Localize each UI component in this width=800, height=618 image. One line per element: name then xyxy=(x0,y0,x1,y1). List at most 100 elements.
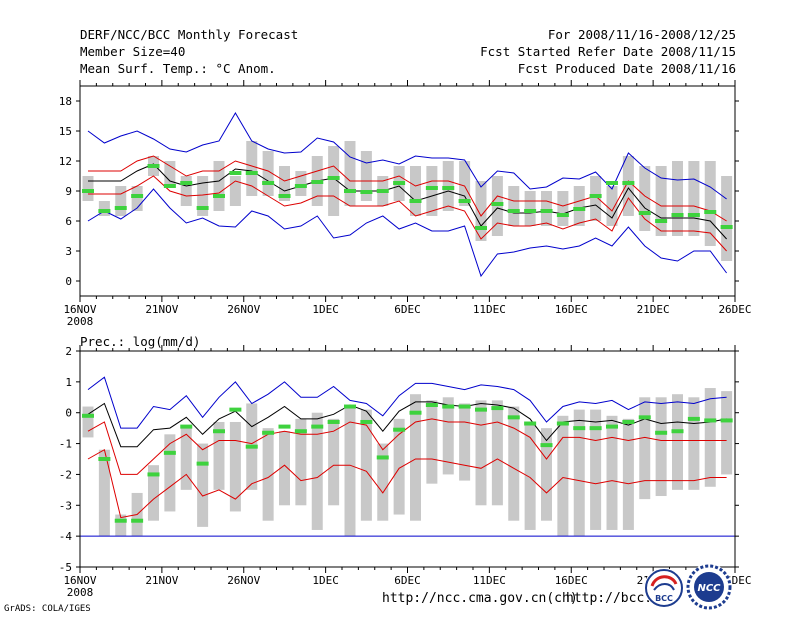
precip-median-mark xyxy=(376,455,389,460)
precip-median-mark xyxy=(720,418,733,423)
temp-median-mark xyxy=(524,209,537,213)
bcc-logo-icon: BCC xyxy=(645,569,683,607)
precip-ytick-label: -2 xyxy=(59,468,72,481)
temp-series-min xyxy=(87,188,728,278)
temp-xtick-sublabel: 2008 xyxy=(67,315,94,328)
precip-series-mean xyxy=(87,401,727,448)
temp-range-bar xyxy=(573,186,585,226)
precip-ytick-label: -1 xyxy=(59,438,72,451)
precip-range-bar xyxy=(524,421,536,530)
temp-range-bar xyxy=(541,191,552,226)
precip-range-bar xyxy=(606,415,618,530)
temp-range-bar xyxy=(524,191,536,226)
precip-median-mark xyxy=(671,429,684,434)
temp-range-bar xyxy=(98,201,110,216)
temp-median-mark xyxy=(556,213,569,217)
precip-range-bar xyxy=(491,400,503,506)
precip-lines xyxy=(80,376,735,537)
temp-median-mark xyxy=(720,225,733,229)
precip-xtick-label: 6DEC xyxy=(394,574,421,587)
precip-range-bar xyxy=(721,391,733,475)
temp-median-mark xyxy=(458,199,471,203)
temp-series-upper xyxy=(88,155,727,222)
temp-range-bar xyxy=(426,166,438,216)
precip-xtick-label: 16NOV xyxy=(63,574,96,587)
temp-median-mark xyxy=(409,199,422,203)
precip-median-mark xyxy=(458,404,471,409)
precip-median-mark xyxy=(360,419,373,424)
precip-median-mark xyxy=(278,424,291,429)
precip-range-bar xyxy=(311,412,323,530)
temp-median-mark xyxy=(540,209,553,213)
temp-range-bar xyxy=(82,176,94,201)
temp-range-bar xyxy=(213,161,225,211)
temp-range-bar xyxy=(557,191,569,226)
precip-median-mark xyxy=(491,406,504,411)
temp-median-mark xyxy=(262,181,275,185)
temp-median-mark xyxy=(180,181,193,185)
temp-range-bar xyxy=(131,186,143,211)
temp-xtick-label: 26DEC xyxy=(718,303,751,316)
precip-range-bar xyxy=(475,400,487,506)
forecast-period: For 2008/11/16-2008/12/25 xyxy=(547,27,736,42)
precip-range-bar xyxy=(229,421,241,512)
precip-range-bar xyxy=(508,406,520,521)
temp-range-bar xyxy=(704,161,716,246)
precip-range-bar xyxy=(279,431,290,506)
precip-median-mark xyxy=(655,430,668,435)
temp-range-bar xyxy=(688,161,700,236)
temp-median-mark xyxy=(114,206,127,210)
started-refer-date: Fcst Started Refer Date 2008/11/15 xyxy=(480,44,736,59)
temp-range-bar xyxy=(262,151,274,196)
precip-range-bar xyxy=(377,443,389,521)
temp-series-mean xyxy=(88,163,727,240)
precip-ytick-label: -5 xyxy=(59,561,72,574)
temp-median-mark xyxy=(687,213,700,217)
temp-median-mark xyxy=(360,190,373,194)
produced-date: Fcst Produced Date 2008/11/16 xyxy=(517,61,736,76)
precip-range-bar xyxy=(672,394,683,490)
temp-median-mark xyxy=(131,194,144,198)
temp-ytick-label: 0 xyxy=(65,275,72,288)
precip-median-mark xyxy=(589,426,602,431)
precip-range-bar xyxy=(655,397,667,497)
precip-median-mark xyxy=(344,404,356,409)
precip-range-bar xyxy=(557,415,569,537)
precip-ytick-label: -4 xyxy=(59,530,73,543)
precip-ytick-label: 2 xyxy=(65,345,72,358)
precip-range-bar xyxy=(197,443,209,527)
precip-range-bar xyxy=(180,425,192,490)
temp-range-bar xyxy=(295,171,307,196)
precip-median-mark xyxy=(507,415,520,420)
ncc-url-link[interactable]: http://ncc.cma.gov.cn(ch) xyxy=(382,591,578,606)
precip-range-bar xyxy=(442,397,454,475)
precip-median-mark xyxy=(163,450,176,455)
precip-range-bar xyxy=(360,409,372,521)
temp-median-mark xyxy=(245,171,258,175)
precip-range-bar xyxy=(688,397,700,490)
precip-series-upper xyxy=(87,418,727,475)
temp-ytick-label: 9 xyxy=(65,185,72,198)
temp-range-bar xyxy=(197,176,209,216)
precip-median-mark xyxy=(638,415,651,420)
temp-median-mark xyxy=(671,213,684,217)
precip-median-mark xyxy=(409,410,422,415)
temp-ytick-label: 3 xyxy=(65,245,72,258)
precip-range-bar xyxy=(115,514,127,537)
temp-median-mark xyxy=(622,181,635,185)
precip-xtick-label: 1DEC xyxy=(312,574,339,587)
temp-median-mark xyxy=(82,189,94,193)
temp-median-mark xyxy=(638,211,651,215)
grads-credit: GrADS: COLA/IGES xyxy=(4,604,91,614)
temp-median-mark xyxy=(704,210,717,214)
temp-xtick-label: 11DEC xyxy=(473,303,506,316)
temp-median-mark xyxy=(344,189,356,193)
temp-median-mark xyxy=(507,209,520,213)
bcc-url-link[interactable]: http://bcc.c xyxy=(566,591,660,606)
precip-ytick-label: 0 xyxy=(65,407,72,420)
temp-median-mark xyxy=(573,207,586,211)
temp-median-mark xyxy=(278,194,291,198)
precip-medians xyxy=(82,403,733,523)
